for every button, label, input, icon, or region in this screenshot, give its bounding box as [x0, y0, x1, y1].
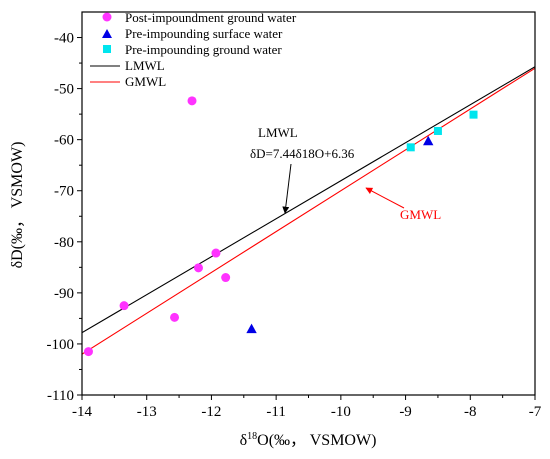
- pre-impounding-ground-water-point: [469, 110, 478, 119]
- x-tick-label: -14: [72, 404, 92, 420]
- x-tick-label: -9: [399, 404, 412, 420]
- lmwl-annotation-equation: δD=7.44δ18O+6.36: [250, 146, 355, 161]
- x-tick-label: -10: [331, 404, 351, 420]
- gmwl-line: [82, 67, 535, 355]
- y-tick-label: -40: [54, 31, 74, 47]
- x-tick-label: -11: [266, 404, 285, 420]
- x-axis-title: δ18O(‰， VSMOW): [240, 431, 377, 449]
- legend: Post-impoundment ground water Pre-impoun…: [90, 10, 297, 89]
- y-tick-label: -70: [54, 184, 74, 200]
- gmwl-annotation-label: GMWL: [400, 207, 441, 222]
- legend-label-lmwl: LMWL: [125, 58, 165, 73]
- legend-label-pre-surface: Pre-impounding surface water: [125, 26, 283, 41]
- post-impoundment-ground-water-point: [170, 312, 180, 322]
- x-tick-label: -13: [137, 404, 157, 420]
- lmwl-line: [82, 66, 535, 334]
- lmwl-annotation-title: LMWL: [258, 125, 298, 140]
- legend-label-gmwl: GMWL: [125, 74, 166, 89]
- pre-impounding-ground-water-point: [406, 143, 415, 152]
- post-impoundment-ground-water-point: [83, 347, 93, 357]
- y-tick-label: -80: [54, 235, 74, 251]
- x-axis-title-suffix: O(‰， VSMOW): [257, 432, 376, 449]
- post-impoundment-ground-water-point: [221, 273, 231, 283]
- pre-impounding-ground-water-point: [433, 126, 442, 135]
- y-tick-label: -90: [54, 286, 74, 302]
- y-axis-title: δD(‰， VSMOW): [9, 142, 26, 269]
- legend-marker-pre-surface: [102, 29, 112, 38]
- y-tick-label: -110: [47, 388, 74, 404]
- legend-label-pre-ground: Pre-impounding ground water: [125, 42, 282, 57]
- legend-label-post-impoundment: Post-impoundment ground water: [125, 10, 297, 25]
- lmwl-annotation-arrow: [282, 163, 292, 214]
- legend-marker-post-impoundment: [102, 12, 112, 22]
- x-tick-label: -12: [201, 404, 221, 420]
- x-tick-label: -8: [464, 404, 477, 420]
- pre-impounding-surface-water-point: [246, 323, 257, 334]
- x-tick-label: -7: [529, 404, 542, 420]
- legend-marker-pre-ground: [103, 45, 111, 53]
- x-axis-title-superscript: 18: [247, 431, 257, 442]
- x-axis-title-prefix: δ: [240, 432, 248, 449]
- post-impoundment-ground-water-point: [119, 301, 129, 311]
- y-tick-label: -100: [47, 337, 75, 353]
- pre-impounding-surface-water-point: [423, 135, 434, 146]
- post-impoundment-ground-water-point: [211, 248, 221, 258]
- y-tick-label: -50: [54, 82, 74, 98]
- post-impoundment-ground-water-point: [193, 263, 203, 273]
- post-impoundment-ground-water-point: [187, 96, 197, 106]
- y-tick-label: -60: [54, 133, 74, 149]
- gmwl-annotation-arrow: [365, 187, 405, 209]
